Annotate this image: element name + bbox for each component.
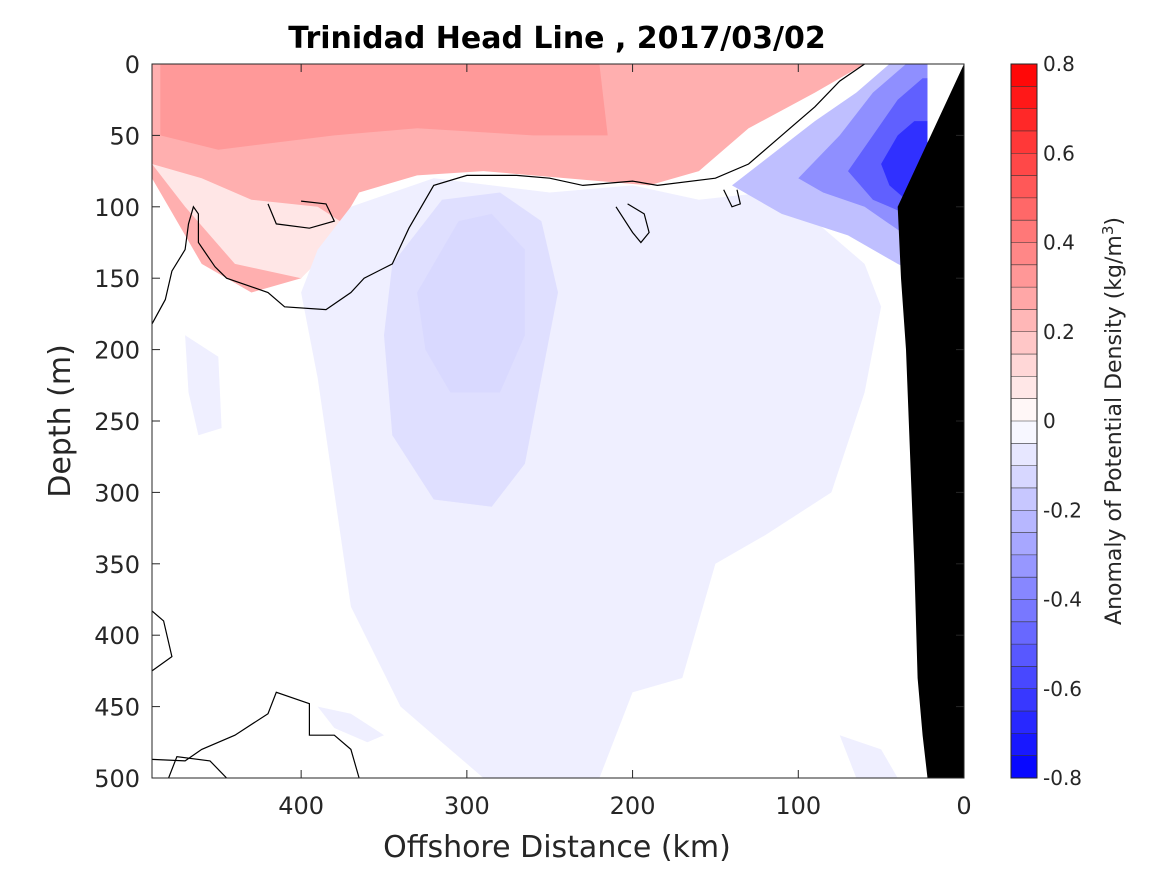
colorbar-tick-label: -0.6 <box>1043 677 1082 701</box>
land-shape <box>897 64 964 778</box>
x-tick-label: 100 <box>775 792 821 820</box>
colorbar-swatch <box>1011 287 1037 310</box>
region-surface-positive-core <box>160 64 608 150</box>
x-tick-label: 300 <box>444 792 490 820</box>
chart-title: Trinidad Head Line , 2017/03/02 <box>288 21 825 56</box>
y-tick-label: 300 <box>94 479 140 507</box>
y-tick-label: 50 <box>109 122 140 150</box>
colorbar-swatch <box>1011 599 1037 623</box>
y-tick-label: 150 <box>94 265 140 293</box>
x-axis: 400 300 200 100 0 <box>278 64 972 820</box>
colorbar-frame <box>1010 63 1038 779</box>
colorbar-swatch <box>1011 376 1037 399</box>
colorbar-tick-label: -0.2 <box>1043 498 1082 522</box>
y-tick-label: 400 <box>94 622 140 650</box>
y-tick-label: 500 <box>94 765 140 793</box>
colorbar-tick-label: -0.8 <box>1043 766 1082 790</box>
y-tick-label: 100 <box>94 194 140 222</box>
colorbar-swatch <box>1011 421 1037 444</box>
colorbar: 0.8 0.6 0.4 0.2 0 -0.2 -0.4 -0.6 -0.8 <box>1010 52 1082 790</box>
y-axis-label: Depth (m) <box>43 344 78 498</box>
colorbar-tick-label: 0.2 <box>1043 320 1075 344</box>
land-mask <box>897 64 964 778</box>
colorbar-swatch <box>1011 175 1037 199</box>
colorbar-swatch <box>1011 153 1037 176</box>
colorbar-tick-label: 0 <box>1043 409 1056 433</box>
x-axis-label: Offshore Distance (km) <box>383 830 731 865</box>
colorbar-tick-label: 0.4 <box>1043 231 1075 255</box>
colorbar-swatch <box>1011 354 1037 377</box>
contour-fills <box>152 64 928 778</box>
colorbar-swatch <box>1011 108 1037 132</box>
colorbar-tick-label: 0.8 <box>1043 52 1075 76</box>
colorbar-label: Anomaly of Potential Density (kg/m3) <box>1099 217 1127 625</box>
colorbar-swatch <box>1011 577 1037 600</box>
colorbar-label-prefix: Anomaly of Potential Density (kg/m <box>1102 235 1127 625</box>
zero-contour-4 <box>152 610 173 672</box>
x-tick-label: 400 <box>278 792 324 820</box>
colorbar-swatch <box>1011 130 1037 154</box>
colorbar-label-sup: 3 <box>1099 226 1117 236</box>
x-tick-label: 200 <box>610 792 656 820</box>
colorbar-swatch <box>1011 398 1037 422</box>
colorbar-tick-label: -0.4 <box>1043 588 1082 612</box>
colorbar-swatch <box>1011 666 1037 690</box>
y-axis: 0 50 100 150 200 250 300 350 400 450 500 <box>94 51 964 793</box>
y-tick-label: 250 <box>94 408 140 436</box>
region-subsurface-negative-mid <box>417 213 525 393</box>
y-tick-label: 350 <box>94 551 140 579</box>
colorbar-swatch <box>1011 443 1037 466</box>
region-deep-negative-west <box>185 335 222 436</box>
zero-contour-0 <box>152 64 865 325</box>
zero-contour-5 <box>152 691 360 778</box>
colorbar-swatch <box>1011 733 1037 756</box>
colorbar-swatch <box>1011 264 1037 288</box>
colorbar-swatch <box>1011 532 1037 556</box>
colorbar-swatch <box>1011 487 1037 511</box>
colorbar-swatch <box>1011 64 1037 87</box>
colorbar-tick-label: 0.6 <box>1043 141 1075 165</box>
colorbar-swatch <box>1011 711 1037 734</box>
colorbar-swatch <box>1011 309 1037 333</box>
colorbar-swatch <box>1011 220 1037 243</box>
region-surface-positive-slight <box>152 164 351 279</box>
colorbar-swatch <box>1011 197 1037 221</box>
colorbar-swatch <box>1011 510 1037 533</box>
y-tick-label: 200 <box>94 337 140 365</box>
zero-contour-1 <box>267 200 336 229</box>
colorbar-swatch <box>1011 86 1037 109</box>
region-deep-negative-east <box>698 421 774 507</box>
zero-contour-6 <box>168 755 228 778</box>
region-deep-negative-shelf-bottom <box>839 735 898 778</box>
colorbar-swatch <box>1011 242 1037 266</box>
colorbar-swatch <box>1011 465 1037 489</box>
zero-contour-3 <box>723 189 742 208</box>
colorbar-swatch <box>1011 621 1037 645</box>
colorbar-swatch <box>1011 755 1037 779</box>
colorbar-swatch <box>1011 688 1037 712</box>
colorbar-swatch <box>1011 644 1037 667</box>
x-tick-label: 0 <box>956 792 971 820</box>
colorbar-swatch <box>1011 331 1037 355</box>
region-deep-negative-bottom <box>317 706 384 743</box>
colorbar-label-suffix: ) <box>1102 217 1127 226</box>
zero-contour-2 <box>615 203 650 244</box>
y-tick-label: 0 <box>125 51 140 79</box>
colorbar-swatch <box>1011 554 1037 578</box>
y-tick-label: 450 <box>94 694 140 722</box>
